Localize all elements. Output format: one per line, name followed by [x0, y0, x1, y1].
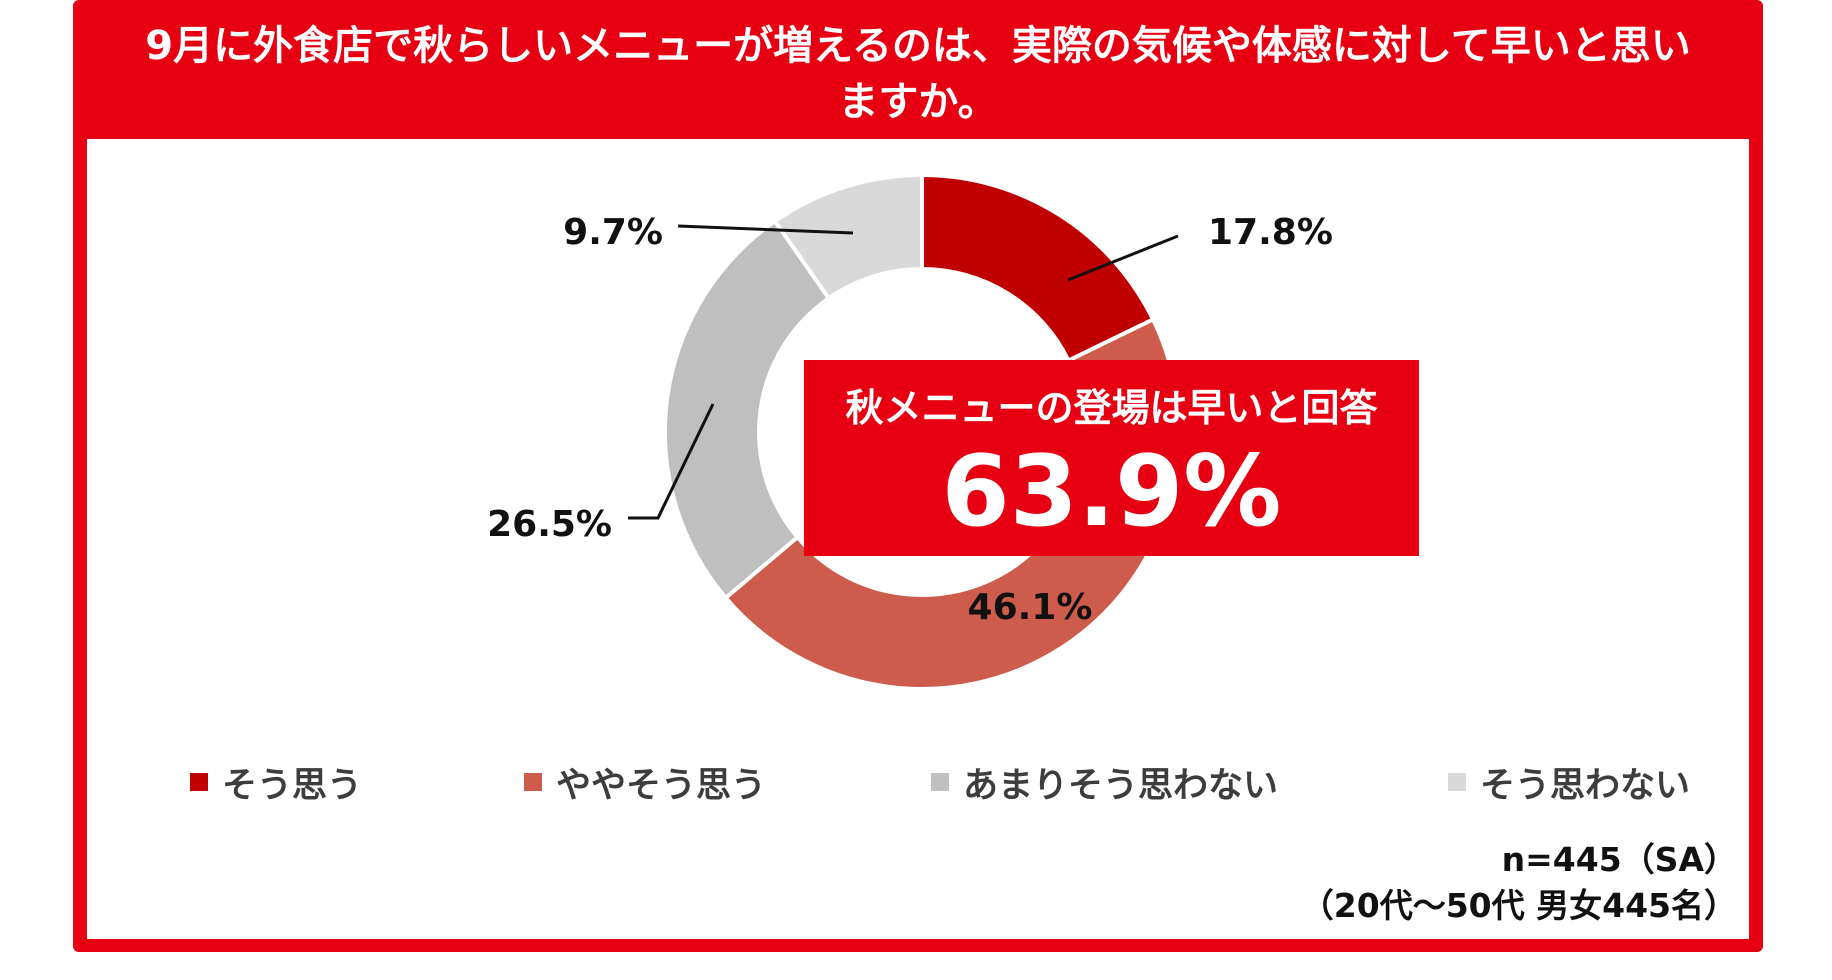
summary-callout-value: 63.9% [941, 435, 1282, 549]
donut-slice-3 [772, 172, 924, 302]
legend-label-1: ややそう思う [556, 765, 767, 806]
data-label-0: 17.8% [1208, 212, 1333, 253]
legend-item-3: そう思わない [1448, 757, 1690, 807]
leader-line-2 [628, 403, 715, 520]
legend-swatch-3 [1448, 773, 1466, 791]
summary-callout-label: 秋メニューの登場は早いと回答 [845, 386, 1378, 430]
leader-line-3 [677, 224, 854, 235]
legend-item-0: そう思う [190, 757, 362, 807]
chart-title: 9月に外食店で秋らしいメニューが増えるのは、実際の気候や体感に対して早いと思い … [73, 18, 1763, 130]
leader-line-0 [1067, 234, 1179, 282]
legend-swatch-0 [190, 773, 208, 791]
data-label-2: 26.5% [487, 504, 612, 545]
legend-label-3: そう思わない [1480, 765, 1691, 806]
legend-item-1: ややそう思う [524, 757, 766, 807]
legend-item-2: あまりそう思わない [931, 757, 1278, 807]
sample-size-note: n=445（SA） [1501, 840, 1737, 879]
title-line-2: ますか。 [838, 79, 998, 125]
sample-description-note: （20代～50代 男女445名） [1300, 886, 1737, 925]
data-label-3: 9.7% [563, 212, 663, 253]
summary-callout: 秋メニューの登場は早いと回答 63.9% [804, 360, 1419, 556]
legend-label-2: あまりそう思わない [963, 765, 1279, 806]
data-label-1: 46.1% [968, 587, 1093, 628]
legend-label-0: そう思う [222, 765, 363, 806]
donut-slice-0 [920, 172, 1156, 364]
legend-swatch-1 [524, 773, 542, 791]
title-line-1: 9月に外食店で秋らしいメニューが増えるのは、実際の気候や体感に対して早いと思い [145, 23, 1691, 69]
legend-swatch-2 [931, 773, 949, 791]
